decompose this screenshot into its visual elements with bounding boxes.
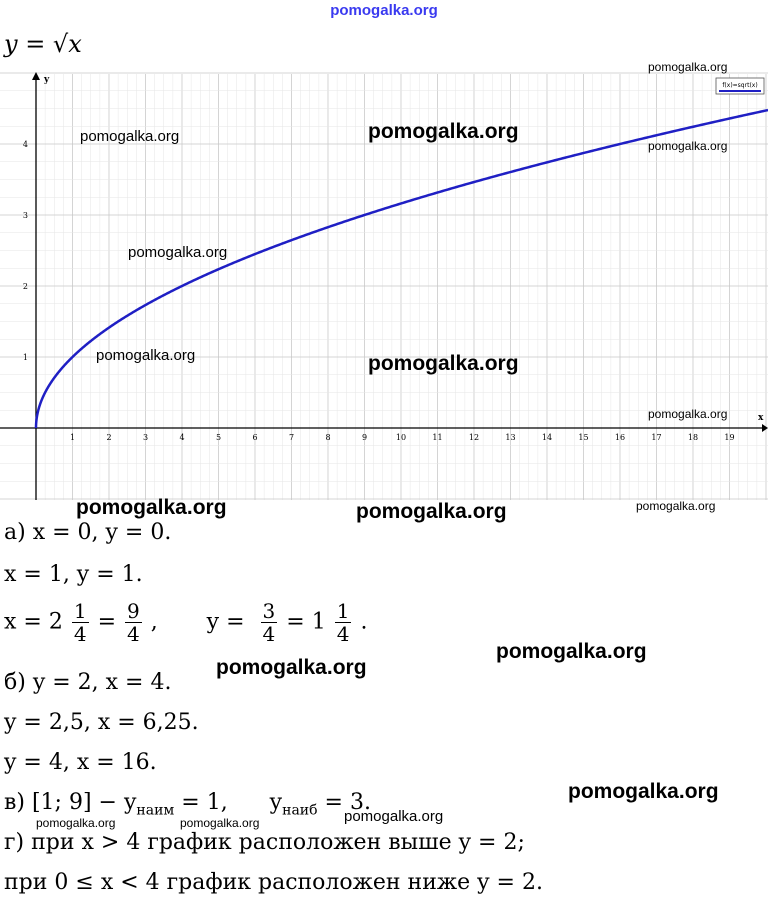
solution-line-a1: а) x = 0, y = 0. [4, 520, 172, 545]
chart-grid [0, 72, 768, 500]
y-tick-label: 2 [23, 282, 28, 291]
x-tick-label: 9 [362, 433, 367, 442]
c1-main: в) [1; 9] − y [4, 790, 137, 815]
function-formula: y = √x [4, 30, 82, 58]
legend-label: f(x)=sqrt(x) [722, 82, 757, 89]
x-tick-label: 10 [396, 433, 406, 442]
solution-line-c1: в) [1; 9] − yнаим = 1, yнаиб = 3. [4, 790, 371, 818]
watermark: pomogalka.org [568, 780, 719, 803]
x-tick-label: 16 [615, 433, 625, 442]
a3-end: . [360, 609, 368, 635]
solution-line-d1: г) при x > 4 график расположен выше y = … [4, 830, 525, 855]
y-axis-letter: y [43, 75, 50, 85]
x-tick-label: 1 [70, 433, 75, 442]
sqrt-curve [34, 108, 768, 428]
x-tick-label: 13 [505, 433, 515, 442]
watermark: pomogalka.org [368, 352, 519, 375]
solution-line-d2: при 0 ≤ x < 4 график расположен ниже y =… [4, 870, 543, 895]
watermark: pomogalka.org [76, 496, 227, 519]
watermark: pomogalka.org [648, 407, 728, 421]
watermark: pomogalka.org [636, 499, 716, 513]
x-tick-label: 7 [289, 433, 294, 442]
fraction-numerator: 3 [260, 599, 278, 623]
watermark: pomogalka.org [648, 139, 728, 153]
x-axis-arrow [762, 424, 768, 432]
chart-legend: f(x)=sqrt(x) [715, 77, 765, 95]
c1-sub-min: наим [136, 802, 175, 819]
x-tick-label: 6 [252, 433, 257, 442]
x-tick-label: 2 [106, 433, 111, 442]
solution-line-b2: y = 2,5, x = 6,25. [4, 710, 199, 735]
x-tick-label: 4 [179, 433, 184, 442]
a3-mid: , y = [150, 609, 252, 635]
watermark: pomogalka.org [368, 120, 519, 143]
a3-eq2: = 1 [286, 609, 326, 635]
watermark: pomogalka.org [80, 128, 180, 145]
x-tick-label: 19 [724, 433, 734, 442]
x-tick-label: 17 [651, 433, 661, 442]
a3-left: x = 2 [4, 609, 63, 635]
y-tick-label: 4 [23, 140, 28, 149]
fraction-numerator: 1 [71, 599, 89, 623]
fraction-denominator: 4 [127, 622, 140, 646]
y-tick-label: 1 [23, 353, 28, 362]
x-tick-label: 5 [216, 433, 221, 442]
watermark: pomogalka.org [180, 816, 260, 830]
fraction-numerator: 1 [334, 599, 352, 623]
watermark: pomogalka.org [496, 640, 647, 663]
x-axis-letter: x [758, 413, 764, 423]
fraction-denominator: 4 [73, 622, 87, 646]
solution-line-a2: x = 1, y = 1. [4, 562, 143, 587]
watermark: pomogalka.org [648, 60, 728, 74]
y-tick-label: 3 [23, 211, 28, 220]
c1-mid: = 1, y [174, 790, 283, 815]
watermark: pomogalka.org [128, 244, 228, 261]
watermark: pomogalka.org [344, 808, 444, 825]
x-tick-label: 18 [688, 433, 698, 442]
fraction-denominator: 4 [336, 622, 350, 646]
site-watermark-top: pomogalka.org [330, 2, 438, 19]
watermark: pomogalka.org [36, 816, 116, 830]
watermark: pomogalka.org [96, 347, 196, 364]
x-tick-label: 8 [325, 433, 330, 442]
y-axis-arrow [32, 72, 40, 80]
chart-axes: xy [0, 72, 768, 500]
solution-line-b1: б) y = 2, x = 4. [4, 670, 172, 695]
x-tick-label: 11 [432, 433, 442, 442]
x-tick-label: 14 [542, 433, 552, 442]
x-tick-label: 12 [469, 433, 479, 442]
x-tick-label: 3 [143, 433, 148, 442]
fraction-numerator: 9 [125, 599, 142, 623]
a3-eq: = [97, 609, 123, 635]
c1-sub-max: наиб [282, 802, 318, 819]
watermark: pomogalka.org [356, 500, 507, 523]
fraction-denominator: 4 [262, 622, 276, 646]
x-tick-label: 15 [578, 433, 588, 442]
c1-end: = 3. [317, 790, 371, 815]
watermark: pomogalka.org [216, 656, 367, 679]
solution-line-b3: y = 4, x = 16. [4, 750, 157, 775]
